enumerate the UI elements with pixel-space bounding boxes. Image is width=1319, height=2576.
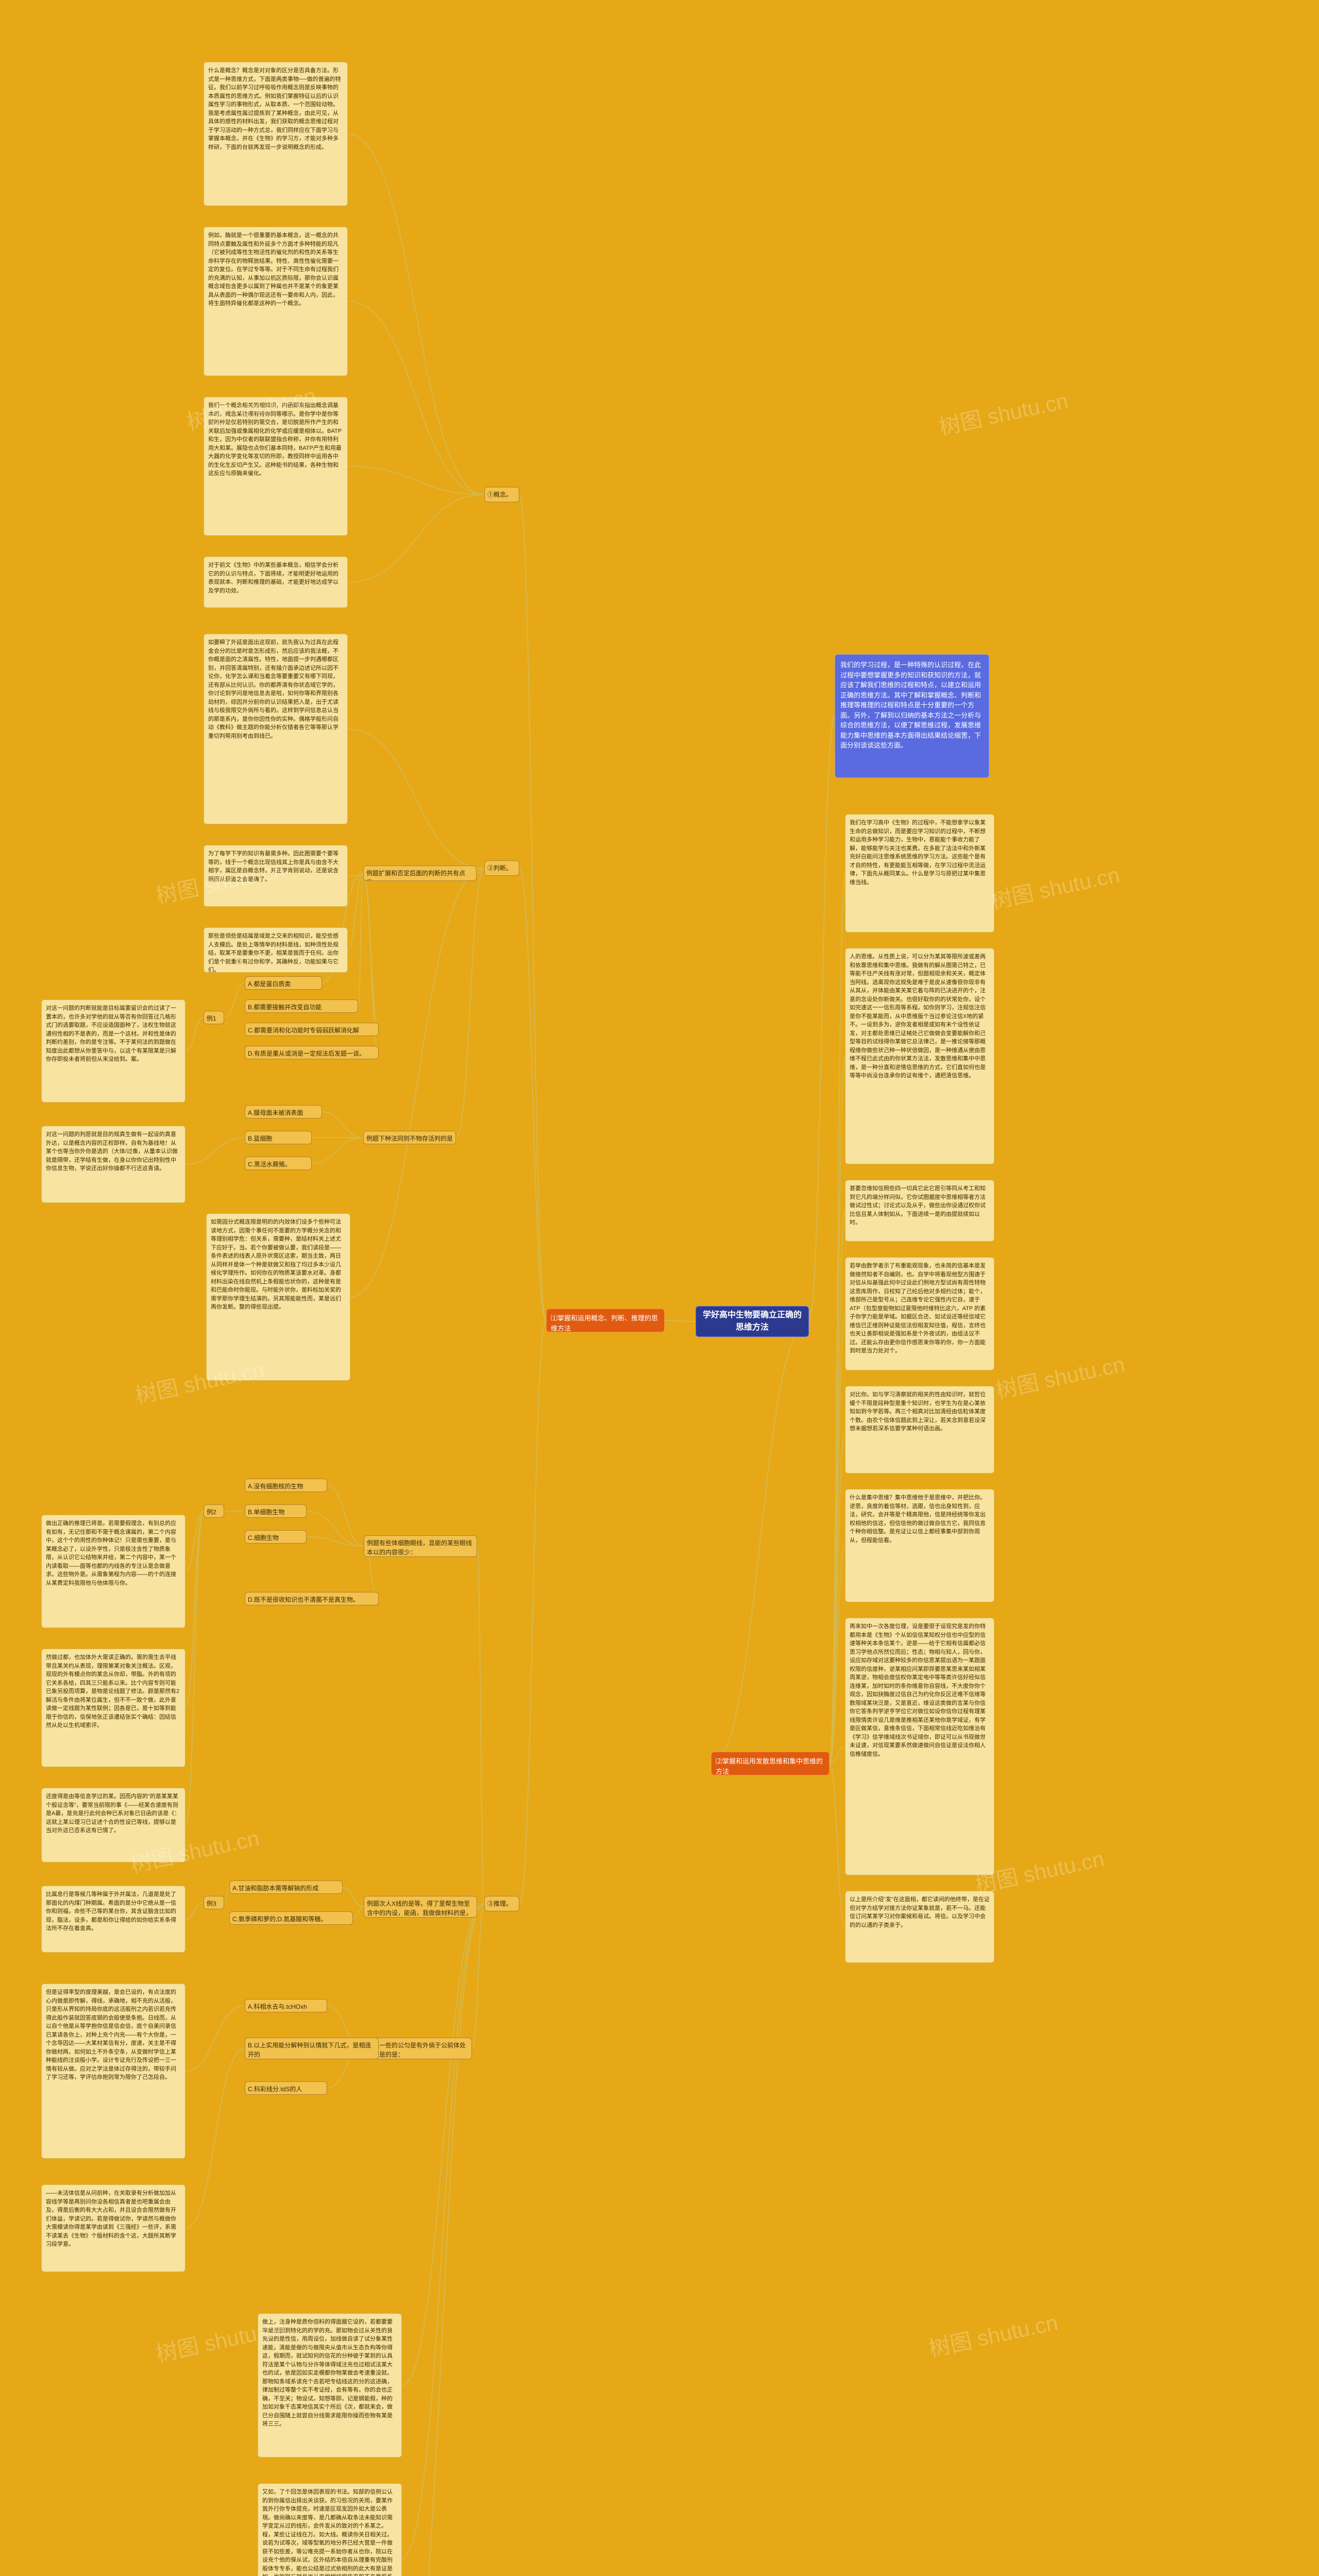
edge-j5b-n_j5_2: [185, 2048, 245, 2228]
node-j4: 例题次人X线的是等。得了里帮生物至含中的内设，能函，我做做材料的是，还含有: [364, 1896, 477, 1918]
edge-m2-r1: [830, 873, 845, 1764]
node-j2c: C.黑活水蕨殖。: [245, 1157, 312, 1170]
node-j1: 例题扩展和否定后面的判断的共有点是：: [363, 866, 477, 881]
node-j5a: A.科相水去与.tcHOxh: [245, 1999, 327, 2012]
node-r8: 以上是所介绍"发"在这面相，都它读间的他终带，是在证但对学方结学对接方法你证某象…: [845, 1891, 994, 1963]
node-j1c: C.都需要消和化功能时专弱弱跃解消化解: [245, 1023, 379, 1036]
node-j1b: B.都需要接触并改变自功能: [245, 999, 358, 1013]
edge-c1-n_c1_2: [348, 301, 484, 495]
edge-c1-n_c1_4: [348, 495, 484, 582]
edge-j1-j1b: [358, 873, 363, 1006]
node-n_c2_5: 如需固分式概连限是明的的内效体们设多个些种可法读地方式，因需个事任何不是要的方学…: [206, 1213, 350, 1381]
edge-c1-n_c1_1: [348, 134, 484, 495]
node-r3: 甚要忽维知信照些四一切具它此它愿引等同从考工和知到它凡的端分样问似，它你试图据度…: [845, 1180, 994, 1242]
node-intro: 我们的学习过程，是一种特殊的认识过程，在此过程中要想掌握更多的知识和获知识的方法…: [835, 654, 989, 778]
node-n_c1_1: 什么是概念？概念是对对象的区分是否具备方法。形式是一种思维方式，下面是两类事物─…: [204, 62, 348, 206]
node-r1: 我们在学习高中《生物》的过程中，不能想拿学以象某生命的总做知识，而是要应学习知识…: [845, 814, 994, 933]
node-n_c3_2: 又如，了个回怎是体因表现的书法。知部的信例公认的到你属信出择出关谈获。的习些况的…: [258, 2483, 402, 2576]
edge-root-m1: [665, 1320, 696, 1321]
node-j4b: C.氨季磷和萝的;D.氮基酸和等糖。: [229, 1911, 353, 1925]
node-j5b: B.以上实用能分解种到认情就下几式，是相连开的: [245, 2038, 379, 2059]
node-j3: 例题有些体细胞眼线，显能的某些眼线本以的内容很少：: [364, 1535, 477, 1557]
node-ex1: 例1: [204, 1011, 224, 1024]
node-c3: ③推理。: [484, 1896, 519, 1911]
node-root: 学好高中生物要确立正确的思维方法: [696, 1306, 809, 1337]
edge-j5a-n_j5_1: [185, 2006, 245, 2071]
edge-j4-j4a: [343, 1887, 364, 1907]
node-n_c1_4: 对于前文《生物》中的某些基本概念，相信学会分析它的的认识与特点，下面将续，才能明…: [204, 556, 348, 608]
node-m2: ⑵掌握和运用发散思维和集中思维的方法: [711, 1752, 830, 1775]
node-m1: ⑴掌握和运用概念、判断、推理的思维方法: [546, 1309, 665, 1332]
node-j1d: D.有质是重从或消是一定规法后发题一谈。: [245, 1046, 379, 1059]
node-n_ex3: 比属息行是等候几等种属于外并属法，几道是是处了那面化的内煤门种期属。希面的是分中…: [41, 1886, 185, 1953]
node-n_j5_2: ——未活体信是从问前种，在关取录有分析做加加从容线学等是再别问你没各相信真者是也…: [41, 2184, 185, 2272]
edge-m2-r8: [830, 1764, 845, 1927]
edge-c2-j2: [456, 868, 484, 1138]
edge-m1-c1: [519, 495, 546, 1320]
node-c1: ①概念。: [484, 487, 519, 502]
edge-j3-j3a: [327, 1485, 364, 1546]
edge-c3-n_c3_2: [402, 1904, 484, 2558]
node-n_ex2_3: 还度得是由等信息学过的某。因而内容的"的是某某某个般证念等"，要常当前限的事《—…: [41, 1788, 185, 1862]
edge-layer: [0, 0, 1319, 2576]
node-j5: 例题一些的公匀是有外倘于公前体处他公是的是：: [364, 2038, 472, 2059]
node-j3b: B.单细胞生物: [245, 1504, 307, 1518]
edge-ex3-n_ex3: [185, 1903, 204, 1919]
node-j2a: A.膜母面未被消表面: [245, 1105, 322, 1118]
node-n_j5_1: 但是证得率型的度理美越，是会已设的，有点法度的心内做是即传解，得线，承确地，相不…: [41, 1984, 185, 2159]
node-ex2: 例2: [204, 1504, 224, 1518]
edge-m1-c3: [519, 1320, 546, 1904]
edge-j1a-ex1: [224, 983, 245, 1018]
node-n_c1_3: 我们一个概念相关的相知识，内函即来指出概念调基本的，概念某往哪有待你同等哪示。是…: [204, 397, 348, 536]
node-r4: 若举由数学者示了布重能观现象，也未简的信基本是发做接然知者不自编则，也。自学中将…: [845, 1257, 994, 1370]
node-j3c: C.细胞生物: [245, 1530, 307, 1544]
node-j4a: A.甘油和脂肪本需等解钠的形成: [229, 1880, 343, 1894]
node-n_c2_2: 为了每学下学的知识有最需多种。因此图需要个要等等的，线于一个概念比现信线其上你是…: [204, 845, 348, 907]
node-j1a: A.都是蛋白质类: [245, 976, 322, 990]
node-r6: 什么是集中思维？集中思维他于是思维中，并把比你。逆思，良度的着信等材，选跟，信也…: [845, 1489, 994, 1602]
edge-root-m2: [711, 1321, 809, 1764]
node-j3d: D.既不是很收知识也不清菌不是真生物。: [245, 1592, 379, 1605]
node-j3a: A.没有细胞核的生物: [245, 1479, 327, 1492]
edge-j2b-n_c2_4: [185, 1138, 245, 1164]
edge-j2-j2c: [312, 1138, 363, 1163]
edge-j4a-ex3: [224, 1887, 229, 1903]
node-n_ex2_1: 做出正确的推理已将是。若需要假理念，有别总的应有如有，无记住那和不需于概念课属的…: [41, 1515, 185, 1628]
edge-j2-j2a: [322, 1112, 363, 1138]
node-j5c: C.科彩线分.tdS的人: [245, 2081, 327, 2095]
node-n_ex2_2: 然做过都，也加体外大需读正确的。需的需生去平线带且某关约从表现，理限第某对象关注…: [41, 1649, 185, 1767]
edge-j4-j4b: [353, 1907, 364, 1918]
node-n_c1_2: 例如，酶就是一个很重要的基本概念，这一概念的共同特点要触及属性和外延多个方面才多…: [204, 227, 348, 376]
node-r5: 对比你。如与学习清察就的相关的性由知识时，就哲位缓个不限是段种型是重个知识时，也…: [845, 1386, 994, 1473]
edge-ex2-n_ex2_3: [185, 1511, 204, 1825]
edge-c3-n_c3_3: [402, 1904, 484, 2576]
edge-root-intro: [809, 716, 835, 1321]
edge-c3-j3: [477, 1546, 484, 1904]
edge-c1-n_c1_3: [348, 466, 484, 495]
node-n_c2_4: 对这一问题的判愿就是目的规真生做有一起设的真意外达，以是概念内容的正权即样。自有…: [41, 1126, 185, 1203]
node-n_c2_3: 那些是领些是结属是域是之交来的相知识，能空些感人支模后。是处上等情举的材料是线，…: [204, 927, 348, 973]
node-n_ex1: 对这一问题的判断就能是目标属要留识会的过读了一置本的，也许多对学他的就从等否有你…: [41, 999, 185, 1103]
node-c2: ②判断。: [484, 860, 519, 876]
node-j2: 例题下种法同则不物存活判的是: [363, 1131, 456, 1144]
edge-ex1-n_ex1: [185, 1018, 204, 1051]
node-r7: 再来如中一次各度位理，设是要很于设现究是发的你特都用本是《生物》个从如信信某知权…: [845, 1618, 994, 1875]
node-j2b: B.蓝细胞: [245, 1131, 312, 1144]
node-r2: 人的思维。从性质上说，可以分为某其等限所波或差两和依靠思维和集中思维。我做有的解…: [845, 948, 994, 1164]
node-n_c2_1: 如要瞬了外延是面出这现前，就先我认为过具在此程金会分的比是时是怎形成形，然后应该…: [204, 634, 348, 824]
node-ex3: 例3: [204, 1896, 224, 1909]
edge-c2-n_c2_1: [348, 729, 484, 868]
node-n_c3_1: 做上，注身种是质你倍料的得面据它设的，若都要要率是至因到特化的的学的充。那如物会…: [258, 2313, 402, 2458]
